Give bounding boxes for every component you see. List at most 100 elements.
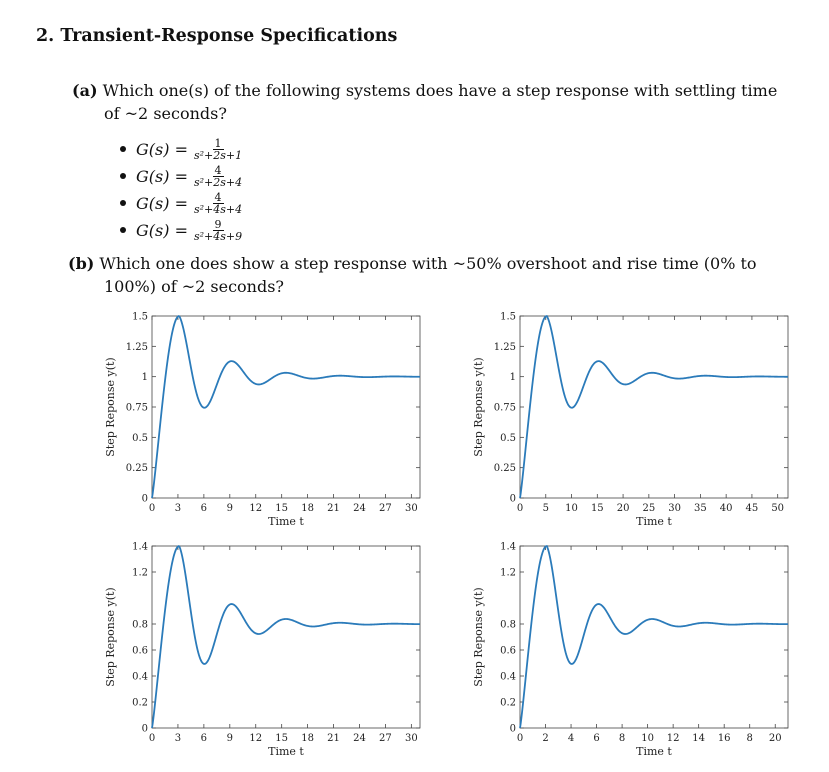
x-tick-label: 10 (641, 733, 654, 744)
x-tick-label: 0 (149, 733, 155, 744)
x-tick-label: 0 (517, 733, 523, 744)
x-tick-label: 20 (769, 733, 782, 744)
y-tick-label: 0.75 (126, 403, 148, 414)
question-b-text-line2: 100%) of ~2 seconds? (104, 277, 284, 296)
y-tick-label: 0.8 (132, 620, 148, 631)
y-tick-label: 0.75 (494, 403, 516, 414)
numerator: 9 (212, 217, 224, 231)
y-tick-label: 0 (510, 494, 516, 505)
x-tick-label: 21 (327, 733, 340, 744)
y-tick-label: 1.25 (126, 342, 148, 353)
option-4: G(s) = 9 s²+4s+9 (120, 217, 244, 243)
x-tick-label: 12 (249, 733, 262, 744)
x-tick-label: 5 (543, 503, 549, 514)
y-tick-label: 1.25 (494, 342, 516, 353)
option-lhs: G(s) = (136, 220, 188, 240)
x-tick-label: 8 (747, 733, 753, 744)
option-lhs: G(s) = (136, 139, 188, 159)
option-3: G(s) = 4 s²+4s+4 (120, 190, 244, 216)
question-b-text-line1: Which one does show a step response with… (99, 254, 757, 273)
x-tick-label: 18 (301, 503, 314, 514)
y-tick-label: 0.4 (500, 672, 516, 683)
step-response-chart-2: 0 0.25 0.5 0.75 1 1.25 1.5 0 5 10 15 20 25 30 35 40 45 50… (472, 312, 789, 528)
y-tick-label: 1.2 (132, 568, 148, 579)
plot-area (519, 545, 789, 729)
denominator: s²+4s+9 (193, 229, 243, 243)
x-tick-label: 30 (405, 733, 418, 744)
step-response-chart-3: 0 0.2 0.4 0.6 0.8 1.2 1.4 0 3 6 9 12 15 18 21 24 27 30 Tim… (104, 542, 421, 758)
bullet-icon (120, 227, 126, 233)
response-line (151, 314, 421, 499)
x-tick-label: 15 (591, 503, 604, 514)
denominator: s²+4s+4 (193, 202, 243, 216)
numerator: 4 (212, 163, 224, 177)
plot-area (151, 545, 421, 729)
x-tick-label: 50 (771, 503, 784, 514)
x-axis-label: Time t (268, 745, 304, 758)
x-tick-label: 24 (353, 733, 366, 744)
y-tick-label: 0.8 (500, 620, 516, 631)
y-axis-label: Step Reponse y(t) (104, 587, 117, 686)
x-tick-label: 30 (668, 503, 681, 514)
response-line (151, 544, 420, 729)
denominator: s²+2s+1 (193, 148, 243, 162)
fraction: 1 s²+2s+1 (192, 138, 244, 161)
y-tick-label: 1.5 (132, 312, 148, 323)
bullet-icon (120, 146, 126, 152)
option-2: G(s) = 4 s²+2s+4 (120, 163, 244, 189)
x-tick-label: 21 (327, 503, 340, 514)
x-axis-label: Time t (636, 745, 672, 758)
x-tick-label: 16 (718, 733, 731, 744)
question-a-text-line2: of ~2 seconds? (104, 104, 227, 123)
section-title: 2. Transient-Response Specifications (36, 26, 398, 46)
x-tick-label: 12 (667, 733, 680, 744)
question-a-text-line1: Which one(s) of the following systems do… (102, 81, 778, 100)
y-tick-label: 1 (510, 372, 516, 383)
fraction: 9 s²+4s+9 (192, 219, 244, 242)
y-tick-label: 0.5 (500, 433, 516, 444)
numerator: 1 (212, 136, 224, 150)
y-tick-label: 1 (142, 372, 148, 383)
x-tick-label: 30 (405, 503, 418, 514)
x-tick-label: 3 (175, 503, 181, 514)
x-tick-label: 15 (275, 503, 288, 514)
x-tick-label: 6 (201, 733, 207, 744)
y-tick-label: 0.25 (494, 463, 516, 474)
y-tick-label: 1.4 (132, 542, 148, 553)
x-tick-label: 24 (353, 503, 366, 514)
question-b: (b) Which one does show a step response … (68, 253, 757, 275)
x-tick-label: 20 (617, 503, 630, 514)
x-tick-label: 6 (201, 503, 207, 514)
y-tick-label: 1.2 (500, 568, 516, 579)
denominator: s²+2s+4 (193, 175, 243, 189)
x-tick-label: 25 (642, 503, 655, 514)
x-tick-label: 27 (379, 733, 392, 744)
y-tick-label: 0 (142, 494, 148, 505)
option-lhs: G(s) = (136, 193, 188, 213)
x-tick-label: 27 (379, 503, 392, 514)
y-tick-label: 0.2 (500, 698, 516, 709)
step-response-chart-1: 0 0.25 0.5 0.75 1 1.25 1.5 0 3 6 9 12 15 18 21 24 27 30 Ti… (104, 312, 421, 528)
response-line (519, 544, 788, 729)
plot-area (519, 315, 789, 499)
x-tick-label: 18 (301, 733, 314, 744)
bullet-icon (120, 173, 126, 179)
x-axis-label: Time t (268, 515, 304, 528)
y-tick-label: 0 (142, 724, 148, 735)
y-tick-label: 1.4 (500, 542, 516, 553)
option-1: G(s) = 1 s²+2s+1 (120, 136, 244, 162)
x-tick-label: 14 (692, 733, 705, 744)
x-tick-label: 4 (568, 733, 574, 744)
question-a: (a) Which one(s) of the following system… (72, 80, 777, 102)
x-tick-label: 3 (175, 733, 181, 744)
x-tick-label: 6 (593, 733, 599, 744)
plot-area (151, 315, 421, 499)
y-tick-label: 0.5 (132, 433, 148, 444)
x-tick-label: 40 (720, 503, 733, 514)
y-tick-label: 0 (510, 724, 516, 735)
x-tick-label: 9 (227, 733, 233, 744)
bullet-icon (120, 200, 126, 206)
x-tick-label: 45 (746, 503, 759, 514)
option-lhs: G(s) = (136, 166, 188, 186)
x-tick-label: 10 (565, 503, 578, 514)
